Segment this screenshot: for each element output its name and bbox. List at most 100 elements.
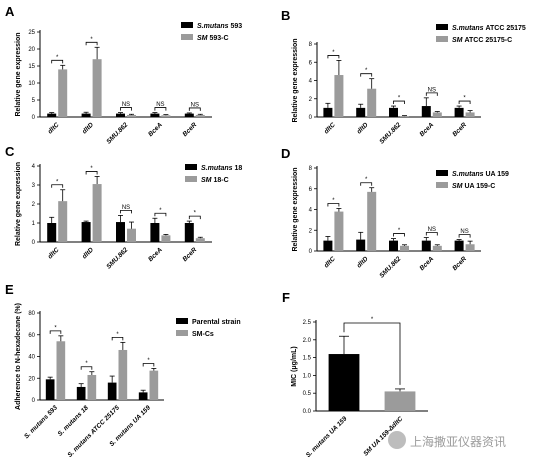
watermark-text: 上海撒亚仪器资讯	[410, 433, 506, 450]
bar-parental	[323, 241, 332, 251]
y-axis-label: Relative gene expression	[292, 38, 299, 122]
bar-parental	[47, 223, 56, 242]
bar-parental	[47, 114, 56, 117]
bar-parental	[185, 223, 194, 242]
bar-parental	[356, 108, 365, 117]
bar-sm	[127, 229, 136, 242]
y-tick-label: 0	[309, 115, 313, 121]
bar-parental	[356, 240, 365, 251]
y-axis-label: Relative gene expression	[15, 32, 22, 116]
bar-parental	[422, 241, 431, 251]
legend-label: S.mutans UA 159	[452, 171, 509, 178]
y-tick-label: 60	[28, 333, 35, 339]
significance-label: NS	[156, 102, 164, 108]
x-tick-label: dltC	[323, 121, 337, 135]
y-tick-label: 0	[32, 115, 36, 121]
y-tick-label: 8	[309, 166, 313, 172]
bar-sm	[88, 375, 97, 400]
chart-svg: E020406080Adherence to N-hexadecane (%) *…	[0, 280, 278, 461]
y-tick-label: 5	[32, 98, 36, 104]
bar-parental	[389, 241, 398, 251]
bar-sm	[161, 235, 170, 242]
bar-parental	[150, 114, 159, 117]
bar-sm	[58, 69, 67, 117]
legend-label: S.mutans 593	[197, 23, 242, 30]
y-axis-label: Relative gene expression	[292, 167, 299, 251]
y-tick-label: 25	[28, 30, 35, 36]
x-tick-label: BceR	[451, 121, 468, 138]
x-tick-label: dltD	[81, 121, 95, 135]
chart-svg: C01234Relative gene expression *dltC*dltD…	[0, 140, 278, 280]
bar-sm	[367, 89, 376, 117]
bar-sm	[119, 350, 128, 400]
x-tick-label: dltD	[356, 255, 370, 269]
x-tick-label: BceA	[147, 246, 164, 263]
legend-label: S.mutans ATCC 25175	[452, 25, 526, 32]
panel-letter: B	[281, 8, 290, 23]
y-tick-label: 2.5	[303, 320, 312, 326]
legend-swatch	[176, 318, 188, 324]
bar-sm	[400, 246, 409, 251]
bar-sm	[93, 184, 102, 242]
panel-c-chart: C 0 1 2 3 4 Relative gene expression * dltC * dltD…	[0, 140, 278, 280]
bar	[385, 391, 416, 411]
x-tick-label: SMU.862	[378, 255, 402, 279]
x-tick-label: S. mutans ATCC 25175	[66, 404, 121, 459]
legend-swatch	[181, 34, 193, 40]
significance-label: NS	[428, 227, 436, 233]
y-tick-label: 6	[309, 60, 313, 66]
y-tick-label: 2	[32, 202, 36, 208]
y-tick-label: 2	[309, 97, 313, 103]
bar-parental	[455, 241, 464, 251]
panel-letter: D	[281, 146, 290, 161]
x-tick-label: BceR	[451, 255, 468, 272]
chart-svg: A 0 5 10 15 20 25 Relative gene expression * dltC…	[0, 0, 278, 140]
bar-sm	[161, 115, 170, 117]
y-axis-label: MIC (μg/mL)	[291, 346, 298, 386]
significance-label: *	[371, 317, 374, 323]
bar-parental	[77, 387, 86, 400]
y-tick-label: 3	[32, 183, 36, 189]
bar-parental	[185, 114, 194, 117]
panel-f-chart: F 0.0 0.5 1.0 1.5 2.0 2.5 MIC (μg/mL) S. mutans …	[276, 280, 557, 430]
bar-sm	[334, 212, 343, 251]
x-tick-label: BceA	[419, 255, 436, 272]
significance-label: NS	[191, 102, 199, 108]
bar-parental	[323, 108, 332, 117]
y-tick-label: 0	[309, 249, 313, 255]
legend-swatch	[436, 24, 448, 30]
bar	[329, 354, 360, 411]
y-tick-label: 2	[309, 228, 313, 234]
y-axis-label: Adherence to N-hexadecane (%)	[15, 303, 22, 410]
x-tick-label: dltC	[47, 121, 61, 135]
x-tick-label: dltD	[356, 121, 370, 135]
significance-label: NS	[122, 205, 130, 211]
bar-sm	[400, 116, 409, 117]
y-tick-label: 2.0	[303, 338, 312, 344]
significance-label: *	[116, 332, 119, 338]
legend-swatch	[436, 182, 448, 188]
bar-parental	[116, 114, 125, 117]
y-tick-label: 1.5	[303, 356, 312, 362]
chart-svg: D02468Relative gene expression *dltC*dltD…	[276, 140, 557, 280]
y-tick-label: 0	[32, 398, 36, 404]
y-tick-label: 4	[32, 164, 36, 170]
significance-label: NS	[428, 87, 436, 93]
legend-swatch	[436, 36, 448, 42]
bar-parental	[422, 106, 431, 117]
bar-sm	[433, 112, 442, 117]
bar-sm	[150, 371, 159, 400]
bar-sm	[58, 201, 67, 242]
legend-label: SM UA 159-C	[452, 183, 495, 190]
bar-parental	[139, 392, 148, 400]
panel-d-chart: D 0 2 4 6 8 Relative gene expression * dltC * dltD…	[276, 140, 557, 280]
y-axis-label: Relative gene expression	[15, 162, 22, 246]
y-tick-label: 4	[309, 208, 313, 214]
bar-sm	[433, 246, 442, 251]
bar-sm	[93, 59, 102, 117]
legend-swatch	[185, 176, 197, 182]
y-tick-label: 1.0	[303, 373, 312, 379]
y-tick-label: 15	[28, 64, 35, 70]
x-tick-label: BceR	[182, 121, 199, 138]
legend-label: Parental strain	[192, 319, 241, 326]
